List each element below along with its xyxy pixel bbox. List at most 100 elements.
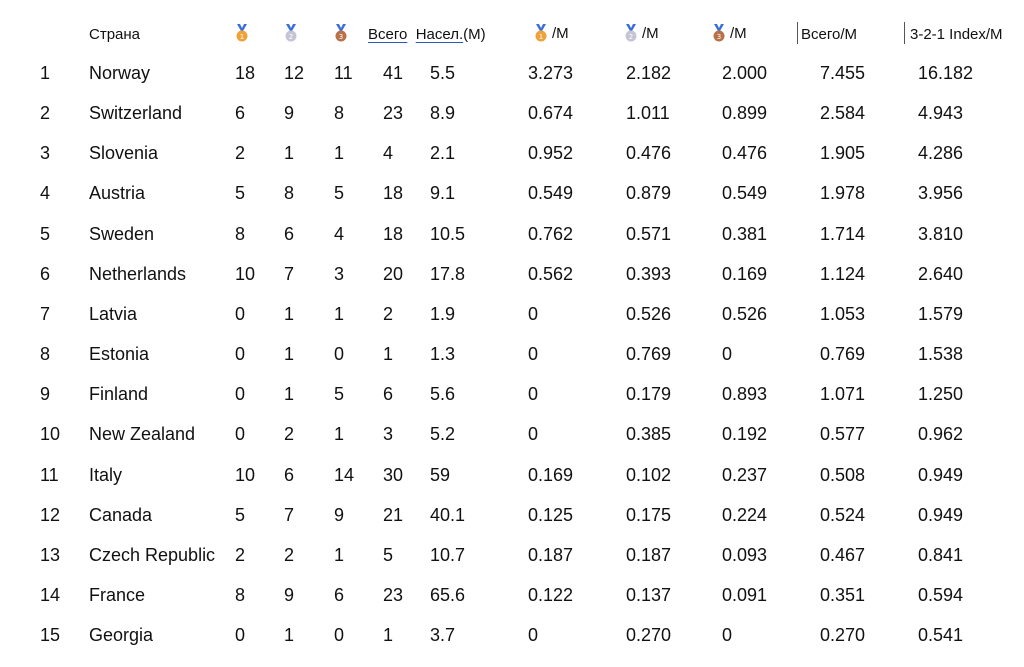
cell-country: Estonia (89, 344, 150, 365)
cell-gold: 0 (235, 424, 246, 445)
cell-total-per-m: 1.124 (820, 263, 866, 284)
gold-medal-icon: 1 (534, 24, 548, 42)
cell-silver: 1 (284, 625, 295, 646)
cell-bronze: 6 (334, 584, 345, 605)
header-population-unit: (M) (463, 26, 486, 43)
cell-total-per-m: 0.467 (820, 544, 866, 565)
cell-bronze-per-m: 0.093 (722, 544, 768, 565)
cell-bronze-per-m: 0.476 (722, 143, 768, 164)
cell-gold-per-m: 0.125 (528, 504, 574, 525)
cell-country: Norway (89, 63, 151, 83)
cell-total: 6 (383, 384, 394, 405)
header-total-per-m: Всего/M (801, 26, 857, 43)
header-total: Всего (368, 26, 408, 43)
cell-rank: 13 (40, 544, 61, 565)
cell-silver: 7 (284, 504, 295, 525)
header-silver-per-m: 2/M (624, 24, 659, 42)
cell-index-per-m: 1.538 (918, 344, 964, 365)
cell-population: 5.2 (430, 424, 456, 445)
cell-country: Czech Republic (89, 544, 216, 565)
cell-silver-per-m: 2.182 (626, 63, 672, 83)
cell-rank: 3 (40, 143, 51, 164)
header-per-m-label: /M (642, 24, 659, 42)
cell-index-per-m: 0.841 (918, 544, 964, 565)
cell-total: 4 (383, 143, 394, 164)
cell-silver-per-m: 0.179 (626, 384, 672, 405)
cell-bronze: 5 (334, 183, 345, 204)
cell-gold-per-m: 0 (528, 303, 539, 324)
cell-silver: 1 (284, 143, 295, 164)
cell-total: 18 (383, 183, 404, 204)
cell-silver-per-m: 0.270 (626, 625, 672, 646)
cell-country: New Zealand (89, 424, 196, 445)
cell-gold: 10 (235, 263, 256, 284)
cell-rank: 1 (40, 63, 51, 83)
cell-silver: 1 (284, 384, 295, 405)
cell-gold-per-m: 0.952 (528, 143, 574, 164)
svg-text:2: 2 (289, 33, 293, 41)
header-bronze-per-m: 3/M (712, 24, 747, 42)
cell-population: 5.6 (430, 384, 456, 405)
cell-gold-per-m: 0.187 (528, 544, 574, 565)
cell-total-per-m: 0.524 (820, 504, 866, 525)
cell-rank: 2 (40, 103, 51, 124)
cell-rank: 7 (40, 303, 51, 324)
cell-index-per-m: 2.640 (918, 263, 964, 284)
cell-gold-per-m: 0.122 (528, 584, 574, 605)
cell-rank: 9 (40, 384, 51, 405)
cell-gold: 2 (235, 544, 246, 565)
cell-silver-per-m: 1.011 (626, 103, 670, 124)
cell-silver-per-m: 0.769 (626, 344, 672, 365)
cell-gold: 5 (235, 183, 246, 204)
svg-text:1: 1 (539, 33, 543, 41)
cell-index-per-m: 0.962 (918, 424, 964, 445)
cell-bronze: 1 (334, 544, 345, 565)
cell-total: 3 (383, 424, 394, 445)
cell-population: 5.5 (430, 63, 456, 83)
cell-total-per-m: 7.455 (820, 63, 866, 83)
cell-rank: 15 (40, 625, 61, 646)
cell-gold: 6 (235, 103, 246, 124)
cell-bronze: 4 (334, 223, 345, 244)
cell-total: 1 (383, 344, 394, 365)
cell-gold: 0 (235, 303, 246, 324)
cell-total-per-m: 0.508 (820, 464, 866, 485)
cell-index-per-m: 4.943 (918, 103, 964, 124)
cell-silver: 2 (284, 424, 295, 445)
cell-rank: 11 (40, 464, 59, 485)
cell-total-per-m: 0.577 (820, 424, 866, 445)
cell-silver-per-m: 0.879 (626, 183, 672, 204)
cell-bronze-per-m: 0.169 (722, 263, 768, 284)
cell-rank: 5 (40, 223, 51, 244)
cell-gold: 10 (235, 464, 256, 485)
cell-gold: 0 (235, 625, 246, 646)
cell-total-per-m: 1.714 (820, 223, 866, 244)
header-per-m-label: /M (552, 24, 569, 42)
cell-total: 30 (383, 464, 404, 485)
cell-population: 59 (430, 464, 451, 485)
column-divider (797, 22, 798, 44)
cell-index-per-m: 4.286 (918, 143, 964, 164)
header-population: Насел. (415, 26, 464, 43)
cell-silver-per-m: 0.187 (626, 544, 672, 565)
cell-bronze: 5 (334, 384, 345, 405)
cell-population: 9.1 (430, 183, 456, 204)
cell-gold-per-m: 0 (528, 625, 539, 646)
cell-country: Netherlands (89, 263, 187, 284)
cell-index-per-m: 1.250 (918, 384, 964, 405)
cell-rank: 8 (40, 344, 51, 365)
header-index-per-m: 3-2-1 Index/M (910, 26, 1003, 43)
cell-country: France (89, 584, 146, 605)
cell-total: 23 (383, 584, 404, 605)
cell-index-per-m: 3.956 (918, 183, 964, 204)
cell-index-per-m: 0.949 (918, 464, 964, 485)
cell-total: 5 (383, 544, 394, 565)
cell-silver: 9 (284, 103, 295, 124)
cell-silver-per-m: 0.393 (626, 263, 672, 284)
cell-gold: 0 (235, 344, 246, 365)
svg-text:3: 3 (339, 33, 343, 41)
bronze-medal-icon: 3 (334, 24, 348, 42)
cell-bronze: 14 (334, 464, 355, 485)
header-gold-per-m: 1/M (534, 24, 569, 42)
cell-rank: 4 (40, 183, 51, 204)
